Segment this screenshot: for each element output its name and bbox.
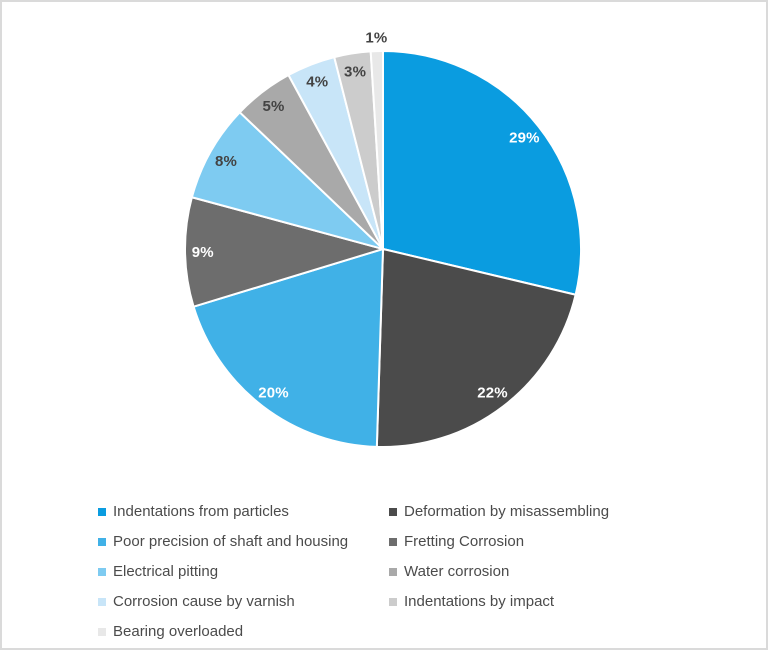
pie-chart: 29% 22% 20% 9% 8% 5% 4% 3% 1% bbox=[184, 29, 583, 448]
legend-label: Indentations from particles bbox=[113, 502, 289, 520]
pie-plot-area: 29% 22% 20% 9% 8% 5% 4% 3% 1% bbox=[2, 2, 766, 480]
legend-label: Corrosion cause by varnish bbox=[113, 592, 295, 610]
legend-swatch-icon bbox=[389, 537, 397, 546]
legend-swatch-icon bbox=[98, 567, 106, 576]
pie-slice-label-6: 4% bbox=[306, 73, 328, 90]
pie-slice-4 bbox=[190, 111, 384, 250]
legend-item-4: Electrical pitting bbox=[98, 563, 389, 580]
pie-slice-label-8: 1% bbox=[365, 29, 387, 46]
legend-item-2: Poor precision of shaft and housing bbox=[98, 533, 389, 550]
legend-label: Indentations by impact bbox=[404, 592, 555, 610]
pie-slice-label-3: 9% bbox=[192, 244, 214, 261]
legend-label: Water corrosion bbox=[404, 562, 510, 580]
pie-slice-label-5: 5% bbox=[262, 98, 284, 115]
legend-swatch-icon bbox=[389, 567, 397, 576]
legend-label: Deformation by misassembling bbox=[404, 502, 610, 520]
legend-swatch-icon bbox=[98, 507, 106, 516]
pie-slice-label-7: 3% bbox=[344, 63, 366, 80]
legend-item-0: Indentations from particles bbox=[98, 503, 389, 520]
legend-item-8: Bearing overloaded bbox=[98, 623, 389, 640]
legend-swatch-icon bbox=[98, 537, 106, 546]
legend-item-7: Indentations by impact bbox=[389, 593, 719, 610]
pie-slice-2 bbox=[192, 248, 384, 448]
pie-slice-label-4: 8% bbox=[215, 153, 237, 170]
pie-slice-3 bbox=[184, 196, 384, 308]
legend-swatch-icon bbox=[389, 597, 397, 606]
pie-slice-8 bbox=[369, 49, 384, 250]
pie-slice-1 bbox=[375, 248, 577, 448]
legend-swatch-icon bbox=[98, 627, 106, 636]
chart-legend: Indentations from particles Deformation b… bbox=[98, 496, 719, 646]
legend-item-6: Corrosion cause by varnish bbox=[98, 593, 389, 610]
legend-item-3: Fretting Corrosion bbox=[389, 533, 719, 550]
pie-slice-label-0: 29% bbox=[509, 130, 540, 147]
legend-item-1: Deformation by misassembling bbox=[389, 503, 719, 520]
legend-swatch-icon bbox=[98, 597, 106, 606]
legend-label: Poor precision of shaft and housing bbox=[113, 532, 349, 550]
pie-slice-label-1: 22% bbox=[477, 384, 508, 401]
legend-item-5: Water corrosion bbox=[389, 563, 719, 580]
legend-label: Fretting Corrosion bbox=[404, 532, 525, 550]
pie-slice-label-2: 20% bbox=[258, 384, 289, 401]
pie-slice-0 bbox=[382, 50, 583, 296]
legend-label: Bearing overloaded bbox=[113, 622, 244, 640]
legend-swatch-icon bbox=[389, 507, 397, 516]
legend-label: Electrical pitting bbox=[113, 562, 219, 580]
